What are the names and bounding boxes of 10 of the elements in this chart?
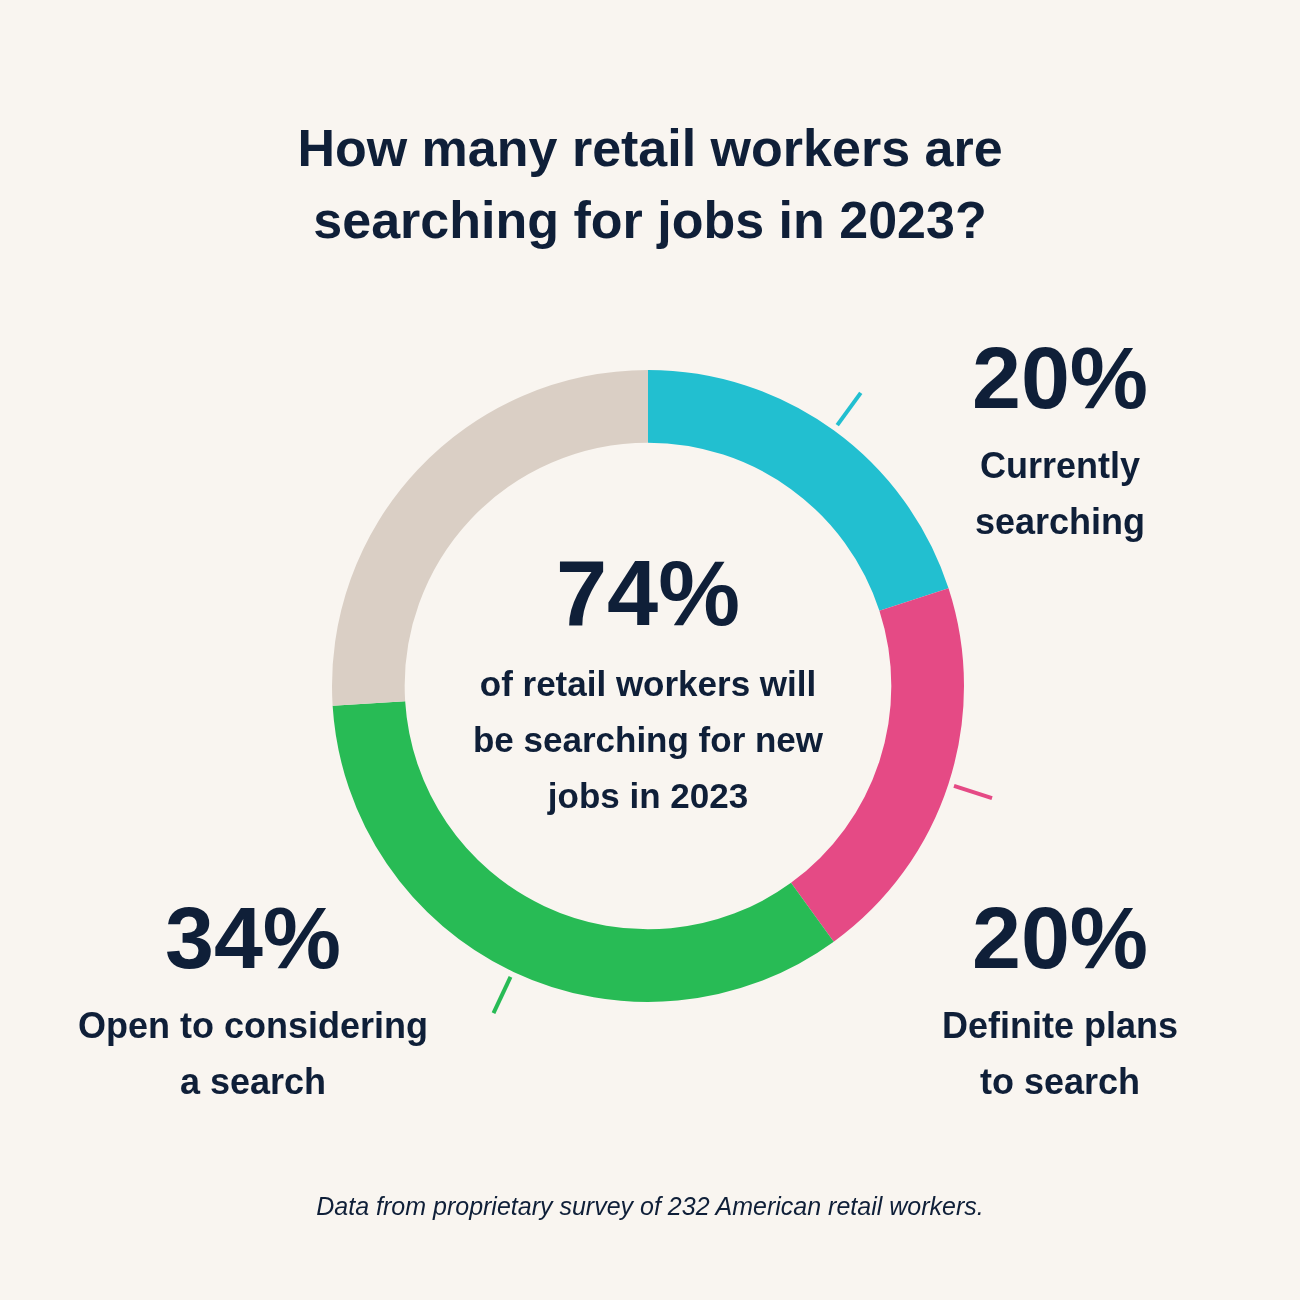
data-label: 20% xyxy=(971,888,1149,988)
data-label: 34% xyxy=(164,888,342,988)
slice-label: Definite plans to search xyxy=(941,1004,1179,1102)
text: of retail workers will be searching for new jobs in 2023 xyxy=(472,663,824,815)
chart-title: How many retail workers are searching for jobs in 2023? xyxy=(296,118,1004,251)
data-label: 20% xyxy=(971,328,1149,428)
slice-label: Currently searching xyxy=(974,444,1146,542)
text: Data from proprietary survey of 232 American retail workers. xyxy=(315,1192,985,1221)
slice-label: Open to considering a search xyxy=(77,1004,429,1102)
text: 74% xyxy=(555,542,741,645)
